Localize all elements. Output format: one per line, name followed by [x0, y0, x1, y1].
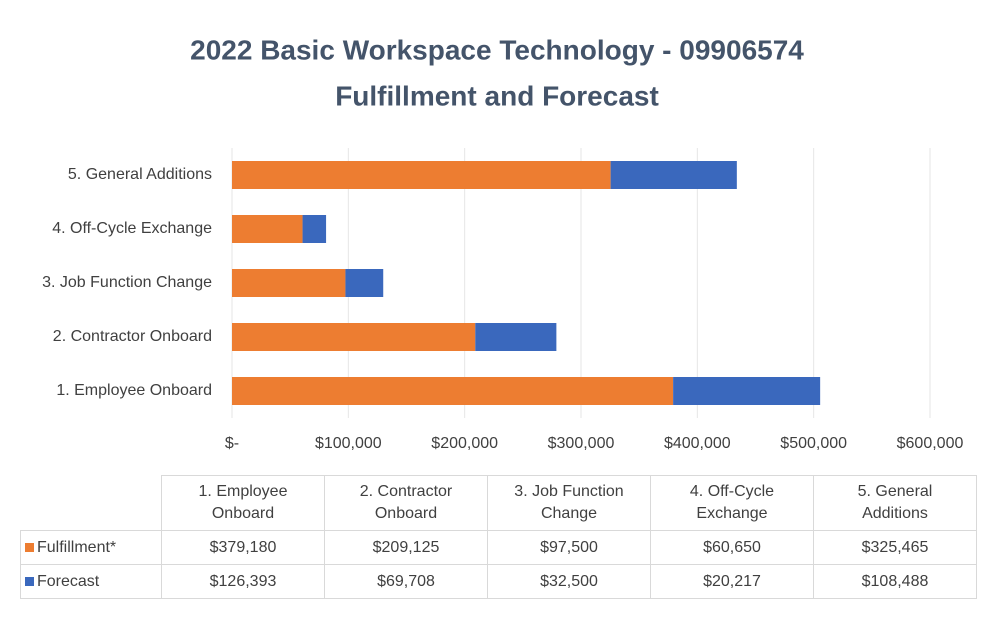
legend-label: Forecast — [37, 572, 100, 590]
bar — [232, 269, 346, 297]
table-value: $97,500 — [487, 530, 651, 565]
table-header-row: 1. Employee Onboard 2. Contractor Onboard… — [21, 475, 977, 531]
category-label: 5. General Additions — [857, 483, 933, 522]
x-tick-label: $- — [225, 435, 239, 452]
bar — [232, 161, 611, 189]
y-tick-label: 2. Contractor Onboard — [53, 328, 212, 345]
legend-swatch — [25, 576, 34, 586]
table-value: $108,488 — [813, 564, 977, 599]
x-tick-label: $500,000 — [780, 435, 847, 452]
table-header-cell: 3. Job Function Change — [487, 475, 651, 531]
x-tick-label: $200,000 — [431, 435, 498, 452]
data-table: 1. Employee Onboard 2. Contractor Onboard… — [20, 475, 977, 599]
legend-label: Fulfillment* — [37, 538, 117, 556]
category-label: 2. Contractor Onboard — [359, 483, 453, 522]
bar — [232, 323, 476, 351]
chart-plot: 2022 Basic Workspace Technology - 099065… — [42, 34, 964, 452]
y-tick-label: 4. Off-Cycle Exchange — [52, 220, 212, 237]
bar — [232, 377, 674, 405]
x-tick-label: $100,000 — [315, 435, 382, 452]
table-value: $325,465 — [813, 530, 977, 565]
table-header-cell: 4. Off-Cycle Exchange — [650, 475, 814, 531]
y-tick-label: 3. Job Function Change — [42, 274, 212, 291]
chart-title: 2022 Basic Workspace Technology - 099065… — [190, 34, 804, 65]
bar — [302, 215, 327, 243]
legend-entry: Forecast — [20, 564, 162, 599]
table-corner — [21, 476, 162, 531]
table-header-cell: 2. Contractor Onboard — [324, 475, 488, 531]
bar — [345, 269, 384, 297]
table-value: $60,650 — [650, 530, 814, 565]
table-row: Forecast $126,393 $69,708 $32,500 $20,217 $10… — [20, 564, 977, 599]
table-value: $379,180 — [161, 530, 325, 565]
y-tick-label: 5. General Additions — [68, 166, 212, 183]
bar — [475, 323, 557, 351]
x-tick-label: $600,000 — [897, 435, 964, 452]
table-value: $20,217 — [650, 564, 814, 599]
chart-subtitle: Fulfillment and Forecast — [335, 80, 659, 111]
category-label: 3. Job Function Change — [514, 483, 624, 522]
table-value: $126,393 — [161, 564, 325, 599]
category-label: 4. Off-Cycle Exchange — [689, 483, 775, 522]
x-tick-label: $400,000 — [664, 435, 731, 452]
bar — [610, 161, 737, 189]
bar — [232, 215, 303, 243]
table-row: Fulfillment* $379,180 $209,125 $97,500 $60,6… — [20, 530, 977, 565]
y-tick-label: 1. Employee Onboard — [56, 382, 212, 399]
table-value: $69,708 — [324, 564, 488, 599]
table-header-cell: 5. General Additions — [813, 475, 977, 531]
legend-entry: Fulfillment* — [20, 530, 162, 565]
bar — [673, 377, 821, 405]
table-value: $32,500 — [487, 564, 651, 599]
legend-swatch — [25, 542, 34, 552]
category-label: 1. Employee Onboard — [198, 483, 288, 522]
table-header-cell: 1. Employee Onboard — [161, 475, 325, 531]
x-tick-label: $300,000 — [548, 435, 615, 452]
table-value: $209,125 — [324, 530, 488, 565]
